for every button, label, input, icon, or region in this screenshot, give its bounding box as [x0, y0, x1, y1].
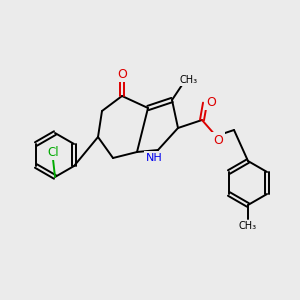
Text: CH₃: CH₃ — [180, 75, 198, 85]
Text: O: O — [117, 68, 127, 80]
Text: CH₃: CH₃ — [239, 221, 257, 231]
Text: O: O — [206, 95, 216, 109]
Text: Cl: Cl — [47, 146, 59, 158]
Text: NH: NH — [146, 153, 162, 163]
Text: O: O — [213, 134, 223, 146]
